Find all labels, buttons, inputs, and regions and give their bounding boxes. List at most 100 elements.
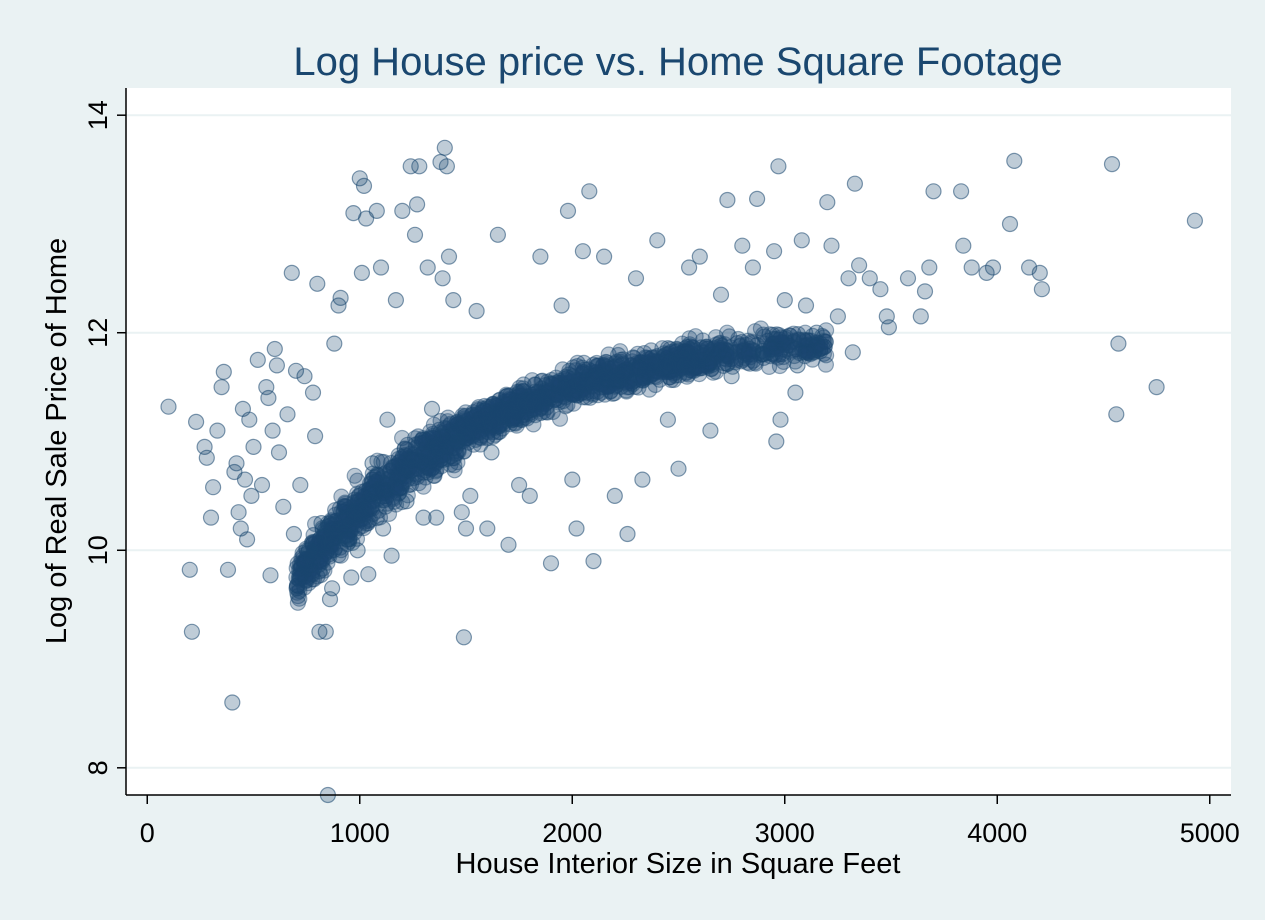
dense-point [613,353,630,371]
dense-point [555,393,572,410]
dense-point [338,504,355,522]
dense-point [485,395,502,413]
dense-point [487,410,504,428]
dense-point [582,389,599,406]
dense-point [479,406,496,423]
dense-point [291,578,308,595]
dense-point [800,345,818,362]
dense-point [621,379,638,396]
dense-point [441,439,458,456]
dense-point [683,360,701,377]
dense-point [361,481,378,498]
dense-point [501,410,518,427]
dense-point [631,360,649,377]
dense-point [538,389,555,407]
data-point [734,237,751,254]
dense-point [297,572,314,590]
dense-point [323,535,340,552]
dense-point [807,341,824,358]
dense-point [512,400,529,417]
dense-point [651,371,668,388]
dense-point [484,403,502,420]
dense-point [524,388,542,405]
dense-point [470,423,488,440]
dense-point [739,332,757,349]
data-point [445,292,462,309]
dense-point [396,440,413,457]
dense-point [563,386,580,403]
data-point [415,509,432,526]
dense-point [476,397,493,415]
dense-point [615,364,632,381]
dense-point [427,439,445,456]
dense-point [435,449,453,467]
dense-point [526,396,543,413]
dense-point [659,360,676,377]
data-point [338,531,356,548]
dense-point [456,417,473,434]
dense-point [349,472,366,489]
dense-point [471,411,488,428]
dense-point [571,384,588,401]
dense-point [357,489,374,506]
data-point [542,555,560,572]
dense-point [289,587,307,605]
dense-point [703,360,720,378]
dense-point [801,343,818,360]
dense-point [356,499,373,516]
dense-point [313,552,330,570]
dense-point [424,429,441,446]
dense-point [291,571,308,589]
dense-point [635,370,652,387]
dense-point [718,355,736,372]
dense-point [331,500,348,517]
dense-point [632,354,649,371]
dense-point [624,376,641,393]
dense-point [562,382,579,399]
dense-point [698,356,715,374]
dense-point [318,538,335,555]
dense-point [323,537,340,554]
dense-point [455,410,472,427]
dense-point [637,363,655,380]
dense-point [549,374,567,391]
dense-point [615,363,632,380]
dense-point [489,408,506,425]
data-point [872,281,889,298]
dense-point [387,496,405,513]
dense-point [293,558,310,575]
dense-point [416,455,433,472]
dense-point [460,418,477,435]
dense-point [585,356,602,373]
dense-point [454,418,471,436]
dense-point [531,387,549,404]
data-point [765,243,783,260]
dense-point [550,377,567,394]
dense-point [293,566,311,583]
dense-point [517,396,535,413]
dense-point [602,367,619,384]
dense-point [424,434,441,451]
dense-point [442,456,459,473]
dense-point [633,357,651,374]
dense-point [712,342,729,359]
dense-point [515,398,532,416]
dense-point [508,383,526,400]
dense-point [367,485,384,502]
dense-point [520,391,538,408]
dense-point [398,451,415,469]
dense-point [289,594,306,611]
dense-point [616,374,634,391]
dense-point [669,351,686,368]
dense-point [291,582,308,600]
dense-point [395,458,412,475]
dense-point [550,379,567,396]
dense-point [431,433,448,450]
dense-point [596,386,614,403]
dense-point [333,488,350,505]
dense-point [722,351,740,368]
dense-point [374,482,391,499]
dense-point [570,378,587,395]
dense-point [361,475,379,492]
dense-point [469,422,486,439]
